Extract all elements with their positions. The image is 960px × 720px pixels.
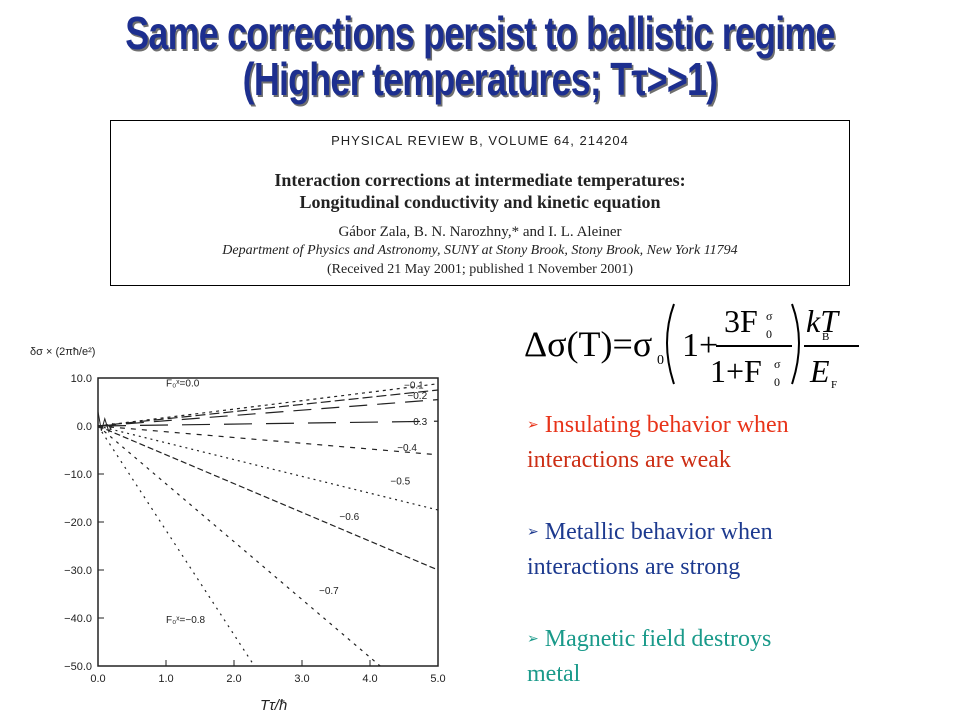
x-tick-label: 0.0 <box>90 673 105 685</box>
arrow-bullet-icon: ➢ <box>527 632 539 647</box>
formula-one-plus: 1+ <box>682 327 718 364</box>
paper-title-line-1: Interaction corrections at intermediate … <box>274 170 686 190</box>
formula-lhs: Δσ(T)=σ <box>524 324 652 364</box>
x-axis-label: Tτ/ħ <box>260 697 287 714</box>
series-label: F₀ˣ=0.0 <box>166 379 200 390</box>
series-line <box>97 399 439 427</box>
right-paren <box>791 303 800 385</box>
y-tick-label: −10.0 <box>64 469 92 481</box>
origin-noise <box>97 411 114 434</box>
slide-title-line-2: (Higher temperatures; Tτ>>1) <box>242 53 718 105</box>
left-paren <box>666 303 675 385</box>
x-tick-label: 3.0 <box>294 673 309 685</box>
paper-title-line-2: Longitudinal conductivity and kinetic eq… <box>299 192 661 212</box>
series-label: −0.5 <box>390 477 410 488</box>
formula-EF: E <box>809 353 830 389</box>
x-tick-label: 4.0 <box>362 673 377 685</box>
y-tick-label: −20.0 <box>64 517 92 529</box>
conductivity-formula: Δσ(T)=σ 0 1+ 3F σ 0 1+F σ 0 kT B E F <box>524 303 859 391</box>
y-tick-label: −40.0 <box>64 613 92 625</box>
bullet-magnetic: ➢ Magnetic field destroys metal <box>527 622 947 691</box>
series-label: −0.3 <box>407 417 427 428</box>
series-label: −0.1 <box>404 381 424 392</box>
series-line <box>97 383 439 427</box>
paper-title: Interaction corrections at intermediate … <box>111 169 849 213</box>
paper-received: (Received 21 May 2001; published 1 Novem… <box>327 262 633 277</box>
paper-authors: Gábor Zala, B. N. Narozhny,* and I. L. A… <box>338 224 622 240</box>
series-line <box>97 425 439 571</box>
bullet-metallic-line-1: Metallic behavior when <box>544 519 773 545</box>
bullet-metallic: ➢ Metallic behavior when interactions are… <box>527 515 947 584</box>
y-axis-label: δσ × (2πħ/e²) <box>30 346 95 358</box>
y-tick-label: 0.0 <box>77 421 92 433</box>
bullet-metallic-line-2: interactions are strong <box>527 554 741 580</box>
bullet-magnetic-line-1: Magnetic field destroys <box>544 626 772 652</box>
formula-num-sup: σ <box>766 309 773 323</box>
formula-num-sub: 0 <box>766 327 772 341</box>
slide-title-line-1: Same corrections persist to ballistic re… <box>125 7 835 59</box>
y-tick-label: −50.0 <box>64 661 92 673</box>
formula-den-sub: 0 <box>774 375 780 389</box>
formula-EF-sub: F <box>831 379 837 391</box>
conductivity-correction-chart: δσ × (2πħ/e²) 10.0 0.0 −10.0 −20.0 −30.0 −40.… <box>30 346 446 714</box>
formula-kB-sub: B <box>822 331 829 343</box>
series-line <box>97 389 439 427</box>
series-label: −0.4 <box>397 443 417 454</box>
formula-den-sup: σ <box>774 357 781 371</box>
bullet-insulating-line-1: Insulating behavior when <box>544 412 789 438</box>
series-line <box>97 425 439 456</box>
series-line <box>97 420 439 427</box>
series-line <box>97 425 381 667</box>
bullet-magnetic-line-2: metal <box>527 661 581 687</box>
series-line <box>97 425 255 667</box>
formula-denominator: 1+F <box>710 353 762 389</box>
x-tick-label: 5.0 <box>430 673 445 685</box>
y-tick-label: 10.0 <box>71 373 92 385</box>
series-label: −0.7 <box>319 586 339 597</box>
x-tick-label: 2.0 <box>226 673 241 685</box>
x-tick-label: 1.0 <box>158 673 173 685</box>
y-tick-label: −30.0 <box>64 565 92 577</box>
arrow-bullet-icon: ➢ <box>527 418 539 433</box>
formula-sigma0-sub: 0 <box>657 353 664 368</box>
series-label: −0.2 <box>407 391 427 402</box>
bullet-insulating: ➢ Insulating behavior when interactions a… <box>527 408 947 477</box>
series-label: F₀ˣ=−0.8 <box>166 615 206 626</box>
arrow-bullet-icon: ➢ <box>527 525 539 540</box>
formula-numerator: 3F <box>724 303 758 339</box>
series-label: −0.6 <box>339 512 359 523</box>
paper-affiliation: Department of Physics and Astronomy, SUN… <box>222 243 738 258</box>
formula-kT: kT <box>806 303 840 339</box>
bullet-insulating-line-2: interactions are weak <box>527 447 731 473</box>
paper-journal: PHYSICAL REVIEW B, VOLUME 64, 214204 <box>331 133 629 148</box>
series-line <box>97 425 439 511</box>
paper-header-image: PHYSICAL REVIEW B, VOLUME 64, 214204 Int… <box>110 120 850 286</box>
